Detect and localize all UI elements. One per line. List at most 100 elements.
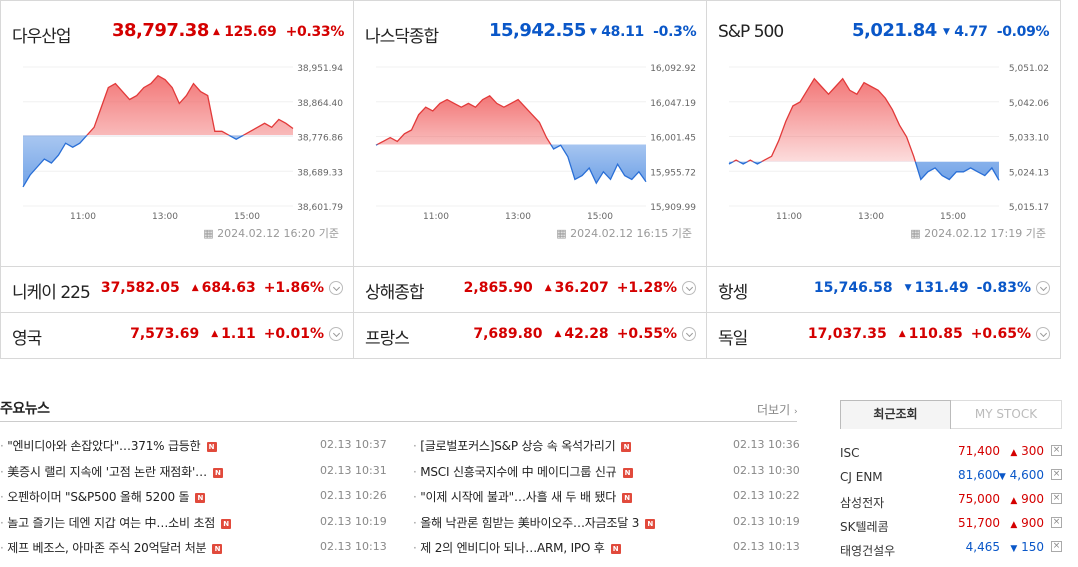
news-item[interactable]: · 올해 낙관론 힘받는 美바이오주…자금조달 3 N [413,514,656,531]
recent-stock-row[interactable]: CJ ENM 81,600 ▼ 4,600 × [840,468,1062,488]
price-line-up [731,77,917,162]
sp500-panel[interactable]: S&P 500 5,021.84 ▼ 4.77 -0.09% 5,051.02 5… [706,0,1061,267]
news-item[interactable]: · 제 2의 엔비디아 되나…ARM, IPO 후 N [413,539,621,556]
index-values: 2,865.90 ▲ 36.207 +1.28% [464,280,696,296]
index-pct: +0.01% [263,326,324,342]
panel-change: ▼ 4.77 -0.09% [943,24,1050,40]
index-row-0[interactable]: 니케이 225 37,582.05 ▲ 684.63 +1.86% [0,267,353,313]
stock-price: 51,700 [958,516,1000,530]
remove-icon[interactable]: × [1051,541,1062,552]
stock-change: ▲ 300 [1010,444,1044,458]
up-arrow-icon: ▲ [1010,496,1018,506]
new-badge-icon: N [212,544,223,554]
x-tick-label: 11:00 [776,212,802,221]
x-tick-label: 11:00 [70,212,96,221]
dow-panel[interactable]: 다우산업 38,797.38 ▲ 125.69 +0.33% 38,951.94… [0,0,353,267]
new-badge-icon: N [645,518,656,529]
recent-stock-row[interactable]: ISC 71,400 ▲ 300 × [840,444,1062,464]
change-pct: -0.3% [653,24,697,40]
index-values: 7,689.80 ▲ 42.28 +0.55% [473,326,696,342]
up-arrow-icon: ▲ [1010,520,1018,530]
news-headline: [글로벌포커스]S&P 상승 속 옥석가리기 [420,439,616,453]
news-time: 02.13 10:31 [320,463,387,477]
y-tick-label: 38,689.33 [297,168,343,178]
stock-change: ▲ 900 [1010,516,1044,530]
news-item[interactable]: · [글로벌포커스]S&P 상승 속 옥석가리기 N [413,437,632,454]
news-item[interactable]: · "엔비디아와 손잡았다"…371% 급등한 N [0,437,217,454]
y-tick-label: 38,864.40 [297,99,343,109]
news-section-title: 주요뉴스 [0,401,50,417]
remove-icon[interactable]: × [1051,493,1062,504]
up-arrow-icon: ▲ [191,283,199,293]
news-time: 02.13 10:30 [733,463,800,477]
index-name: 영국 [12,329,42,349]
area-above-baseline [377,95,551,145]
index-row-1[interactable]: 상해종합 2,865.90 ▲ 36.207 +1.28% [353,267,706,313]
remove-icon[interactable]: × [1051,445,1062,456]
timestamp-text: 2024.02.12 16:15 기준 [570,227,692,240]
remove-icon[interactable]: × [1051,517,1062,528]
y-tick-label: 16,092.92 [650,64,696,74]
news-headline: 놀고 즐기는 데엔 지갑 여는 中…소비 초점 [7,515,216,530]
change-value: 125.69 [224,24,277,40]
stock-change-value: 900 [1021,492,1044,506]
recent-stock-row[interactable]: SK텔레콤 51,700 ▲ 900 × [840,516,1062,536]
index-row-5[interactable]: 독일 17,037.35 ▲ 110.85 +0.65% [706,313,1061,359]
news-item[interactable]: · "이제 시작에 불과"…사흘 새 두 배 됐다 N [413,488,633,505]
news-item[interactable]: · 제프 베조스, 아마존 주식 20억달러 처분 N [0,539,223,556]
news-item[interactable]: · 오펜하이머 "S&P500 올해 5200 돌 N [0,488,206,505]
y-tick-label: 5,051.02 [1009,64,1049,74]
news-item[interactable]: · 놀고 즐기는 데엔 지갑 여는 中…소비 초점 N [0,514,232,531]
chevron-right-icon: › [793,407,798,417]
news-item[interactable]: · 美증시 랠리 지속에 '고점 논란 재점화'… N [0,463,223,480]
up-arrow-icon: ▲ [213,27,220,37]
x-tick-label: 13:00 [152,212,178,221]
bullet: · [413,439,421,453]
index-change: 131.49 [914,280,969,296]
remove-icon[interactable]: × [1051,469,1062,480]
recent-stock-row[interactable]: 태영건설우 4,465 ▼ 150 × [840,540,1062,560]
expand-icon[interactable] [329,327,343,341]
timestamp: ▦ 2024.02.12 17:19 기준 [910,225,1046,241]
y-tick-label: 5,033.10 [1009,134,1049,144]
index-change: 684.63 [201,280,256,296]
expand-icon[interactable] [1036,327,1050,341]
index-pct: +1.28% [616,280,677,296]
tab-mystock[interactable]: MY STOCK [951,400,1062,429]
news-headline: MSCI 신흥국지수에 中 메이디그룹 신규 [420,464,617,479]
news-time: 02.13 10:22 [733,489,800,502]
news-divider [0,421,797,422]
price-line-up [86,74,294,136]
more-link[interactable]: 더보기 › [757,401,798,418]
index-pct: +0.55% [616,326,677,342]
area-below-baseline [23,135,293,187]
y-tick-label: 5,024.13 [1009,168,1049,178]
expand-icon[interactable] [682,281,696,295]
stock-change-value: 150 [1021,540,1044,554]
timestamp-text: 2024.02.12 16:20 기준 [217,227,339,240]
news-headline: 제 2의 엔비디아 되나…ARM, IPO 후 [420,541,605,555]
panel-name: 나스닥종합 [365,27,439,47]
nasdaq-panel[interactable]: 나스닥종합 15,942.55 ▼ 48.11 -0.3% 16,092.92 1… [353,0,706,267]
news-headline: 美증시 랠리 지속에 '고점 논란 재점화'… [7,464,207,479]
new-badge-icon: N [212,467,223,478]
index-row-2[interactable]: 항셍 15,746.58 ▼ 131.49 -0.83% [706,267,1061,313]
recent-stock-row[interactable]: 삼성전자 75,000 ▲ 900 × [840,492,1062,512]
bullet: · [0,541,8,555]
up-arrow-icon: ▲ [554,329,562,339]
stock-change-value: 900 [1021,516,1044,530]
calendar-icon: ▦ [910,227,925,240]
timestamp: ▦ 2024.02.12 16:20 기준 [203,225,339,241]
index-row-4[interactable]: 프랑스 7,689.80 ▲ 42.28 +0.55% [353,313,706,359]
tab-recent[interactable]: 최근조회 [840,400,951,429]
expand-icon[interactable] [1036,281,1050,295]
news-time: 02.13 10:36 [733,438,800,451]
news-item[interactable]: · MSCI 신흥국지수에 中 메이디그룹 신규 N [413,463,633,480]
new-badge-icon: N [622,493,633,503]
y-tick-label: 38,601.79 [297,203,343,213]
news-headline: "엔비디아와 손잡았다"…371% 급등한 [7,439,201,453]
expand-icon[interactable] [682,327,696,341]
index-value: 15,746.58 [813,280,893,296]
index-row-3[interactable]: 영국 7,573.69 ▲ 1.11 +0.01% [0,313,353,359]
expand-icon[interactable] [329,281,343,295]
